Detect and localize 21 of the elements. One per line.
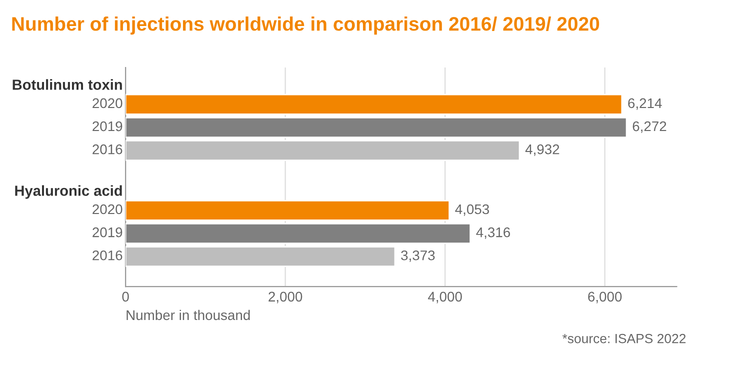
- series-label: 2019: [92, 121, 122, 132]
- data-label: 3,373: [401, 250, 435, 262]
- chart-title: Number of injections worldwide in comparison 2016/ 2019/ 2020: [12, 16, 600, 35]
- y-tick-label: Botulinum toxin: [12, 79, 122, 90]
- data-label: 4,932: [525, 144, 560, 156]
- data-label: 4,316: [476, 227, 510, 239]
- text: 2016: [92, 250, 122, 260]
- data-label: 4,053: [455, 204, 489, 216]
- series-label: 2020: [92, 98, 122, 108]
- text: 2020: [92, 204, 122, 214]
- x-tick-label: 4,000: [428, 292, 462, 304]
- x-tick-label: 0: [122, 292, 129, 302]
- text: *source: ISAPS 2022: [562, 334, 686, 344]
- y-tick-label: Hyaluronic acid: [15, 185, 122, 199]
- x-tick-label: 6,000: [588, 292, 622, 304]
- series-label: 2016: [92, 144, 122, 154]
- text: 2019: [92, 227, 122, 238]
- x-tick-label: 2,000: [268, 292, 302, 304]
- data-label: 6,214: [628, 98, 662, 110]
- x-axis-title: Number in thousand: [126, 310, 250, 320]
- data-label: 6,272: [632, 121, 666, 133]
